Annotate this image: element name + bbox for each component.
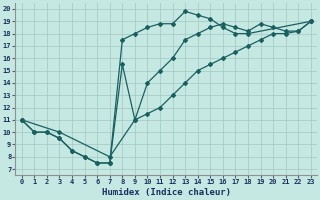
X-axis label: Humidex (Indice chaleur): Humidex (Indice chaleur) xyxy=(102,188,231,197)
